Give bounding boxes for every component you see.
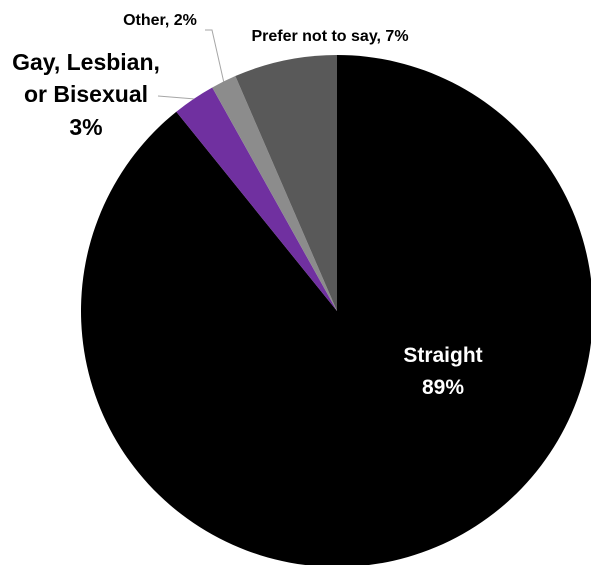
pie-slices (81, 55, 591, 565)
pie-slice-other (212, 76, 337, 312)
leader-lines (157, 29, 225, 100)
pie-slice-gay-lesbian-or-bisexual (176, 87, 337, 311)
label-gay-lesbian-bisexual-line1: Gay, Lesbian, (12, 49, 160, 75)
pie-slice-straight (81, 55, 591, 565)
leader-line-gay-lesbian-bisexual (157, 95, 194, 100)
label-prefer-not-to-say: Prefer not to say, 7% (251, 28, 408, 45)
pie-slice-prefer-not-to-say (235, 55, 337, 311)
label-other: Other, 2% (123, 12, 197, 29)
label-gay-lesbian-bisexual-percent: 3% (69, 114, 102, 140)
label-straight-name: Straight (403, 344, 482, 367)
leader-line-other (205, 29, 225, 82)
label-gay-lesbian-bisexual-line2: or Bisexual (24, 81, 148, 107)
label-straight-percent: 89% (422, 376, 464, 399)
slice-labels: Straight 89% Gay, Lesbian, or Bisexual 3… (12, 12, 483, 399)
